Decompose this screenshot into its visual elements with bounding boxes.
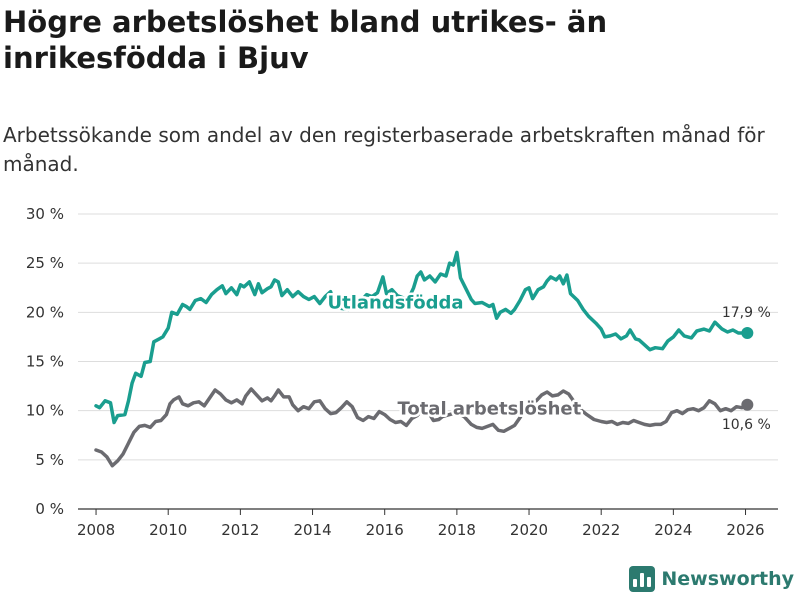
y-tick-label: 0 % [35,500,64,518]
brand-name: Newsworthy [661,568,794,590]
x-tick-label: 2020 [510,521,548,539]
chart-subtitle: Arbetssökande som andel av den registerb… [3,123,765,176]
series-name-label: Utlandsfödda [327,293,463,314]
series-name-label: Total arbetslöshet [397,399,581,420]
x-tick-label: 2008 [77,521,115,539]
y-tick-label: 30 % [26,205,64,223]
series-labels: 17,9 % 10,6 % Utlandsfödda Total arbetslösh… [325,290,771,433]
y-tick-label: 5 % [35,451,64,469]
y-tick-label: 10 % [26,402,64,420]
x-tick-label: 2012 [221,521,259,539]
x-tick-label: 2022 [582,521,620,539]
end-markers [741,326,754,411]
x-axis-ticks: 2008 2010 2012 2014 2016 2018 2020 2022 2024 2026 [77,509,765,539]
series-line-utlandsfodda [94,250,750,425]
x-tick-label: 2024 [654,521,692,539]
x-tick-label: 2010 [149,521,187,539]
chart-title: Högre arbetslöshet bland utrikes- än inr… [3,5,608,75]
x-tick-label: 2018 [438,521,476,539]
y-tick-label: 15 % [26,353,64,371]
series-lines [94,250,750,468]
y-tick-label: 25 % [26,254,64,272]
brand-logo: Newsworthy [629,566,794,592]
y-tick-label: 20 % [26,303,64,321]
end-value-label: 17,9 % [722,305,771,321]
end-marker-utlandsfodda [741,326,754,339]
x-tick-label: 2014 [293,521,331,539]
x-tick-label: 2016 [366,521,404,539]
series-line-total [94,387,750,468]
end-value-label: 10,6 % [722,417,771,433]
y-axis-ticks: 0 % 5 % 10 % 15 % 20 % 25 % 30 % [26,205,64,518]
newsworthy-logo-icon [629,566,656,592]
end-marker-total [741,398,754,411]
x-tick-label: 2026 [726,521,764,539]
